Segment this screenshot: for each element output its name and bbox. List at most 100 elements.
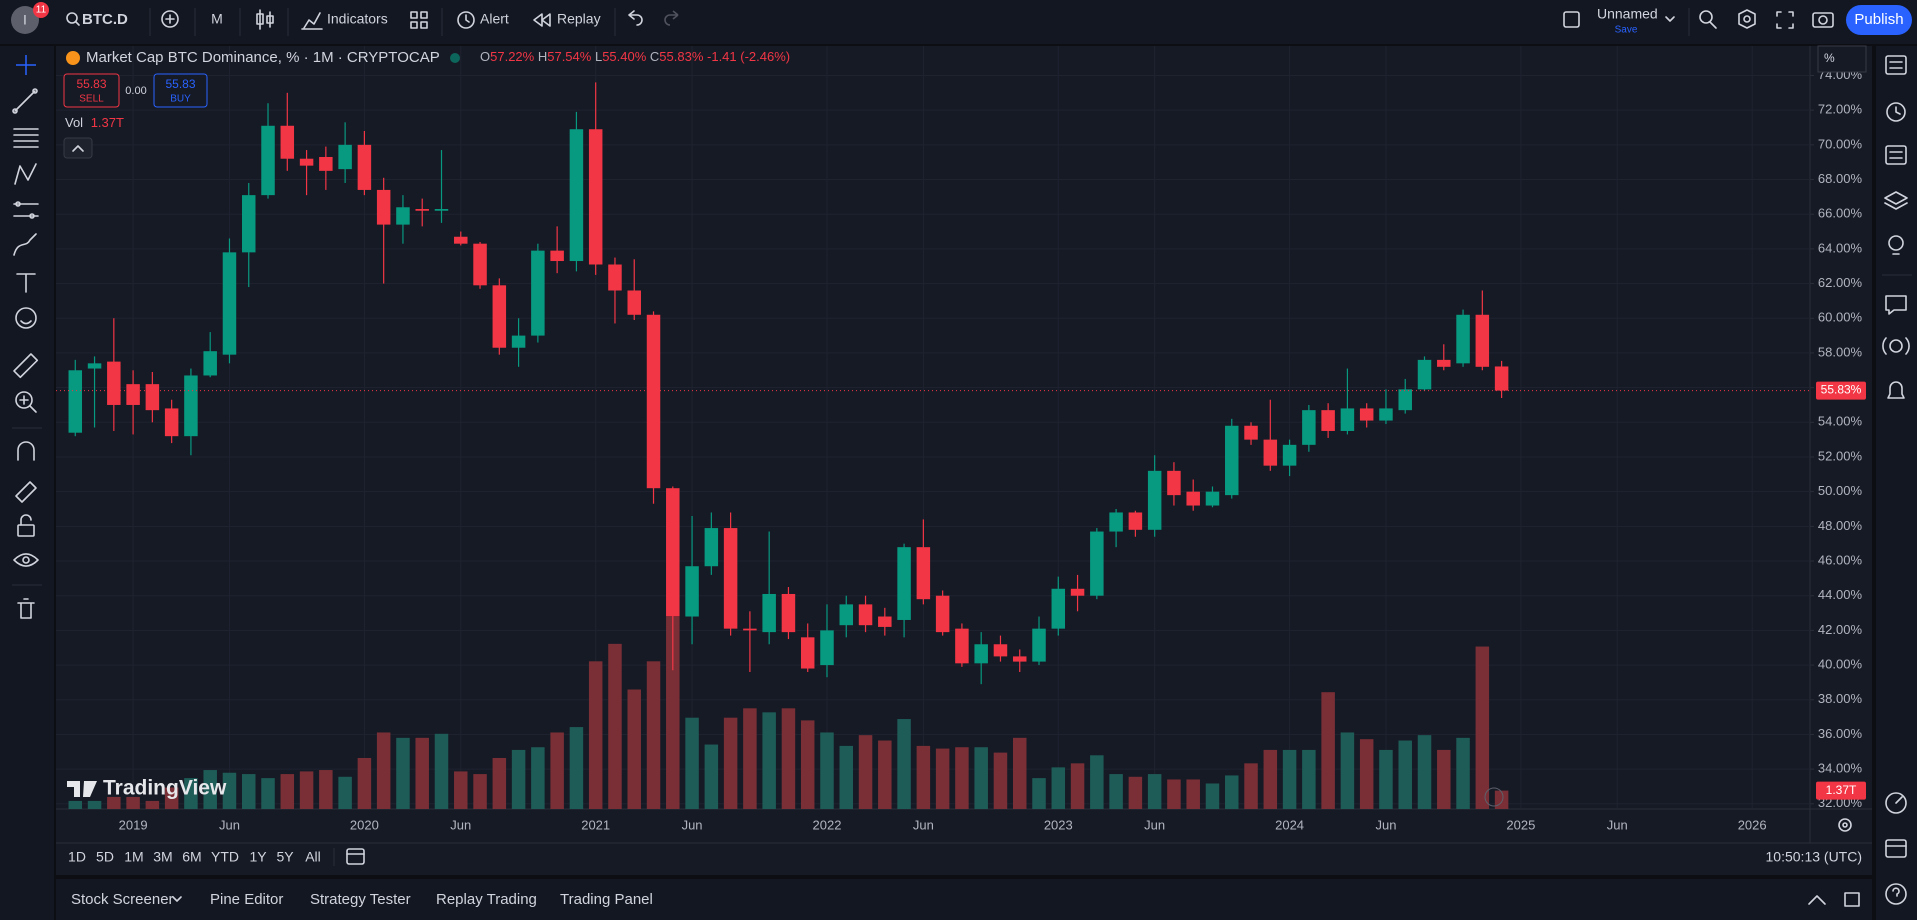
alert-button[interactable]: Alert bbox=[457, 11, 509, 29]
calendar-button[interactable] bbox=[1885, 839, 1907, 858]
bottom-tab[interactable]: Stock Screener bbox=[71, 891, 174, 908]
scale-mode-button[interactable]: % bbox=[1817, 45, 1867, 73]
volume-bar bbox=[1128, 776, 1143, 809]
sell-button[interactable]: 55.83 SELL bbox=[63, 73, 120, 108]
x-tick-label: Jun bbox=[1607, 817, 1628, 832]
volume-bar bbox=[974, 747, 988, 809]
templates-button[interactable] bbox=[410, 11, 428, 29]
volume-bar bbox=[1282, 749, 1297, 809]
replay-button[interactable]: Replay bbox=[533, 11, 601, 27]
bottom-tab[interactable]: Strategy Tester bbox=[310, 891, 411, 908]
fib-tool[interactable] bbox=[13, 128, 39, 148]
candle-body bbox=[858, 604, 873, 626]
collapse-legend-button[interactable] bbox=[63, 137, 93, 159]
candle-body bbox=[396, 207, 410, 225]
help-button[interactable] bbox=[1885, 883, 1907, 905]
layers-button[interactable] bbox=[1884, 191, 1908, 210]
range-button[interactable]: 1M bbox=[124, 849, 143, 865]
volume-bar bbox=[781, 708, 796, 809]
text-tool[interactable] bbox=[16, 273, 36, 293]
compare-button[interactable] bbox=[161, 10, 179, 28]
range-button[interactable]: 1Y bbox=[249, 849, 267, 865]
interval[interactable]: M bbox=[211, 11, 223, 27]
ohlc-key: C bbox=[650, 49, 659, 64]
watermark: TradingView bbox=[67, 777, 227, 800]
candle-body bbox=[935, 595, 950, 633]
settings-button[interactable] bbox=[1738, 9, 1756, 29]
symbol-search[interactable]: BTC.D bbox=[66, 11, 128, 28]
undo-button[interactable] bbox=[628, 10, 643, 26]
quick-search-button[interactable] bbox=[1699, 10, 1717, 29]
pattern-tool[interactable] bbox=[14, 163, 37, 185]
publish-button[interactable]: Publish bbox=[1846, 5, 1912, 35]
notifications-button[interactable] bbox=[1887, 381, 1905, 399]
range-button[interactable]: 1D bbox=[68, 849, 86, 865]
bottom-panel bbox=[56, 879, 1872, 920]
range-button[interactable]: 5Y bbox=[276, 849, 294, 865]
screener-chevron[interactable] bbox=[172, 896, 182, 902]
clock[interactable]: 10:50:13 (UTC) bbox=[1766, 849, 1862, 865]
candle-body bbox=[1475, 314, 1490, 367]
bottom-tab[interactable]: Trading Panel bbox=[560, 891, 653, 908]
remove-tool[interactable] bbox=[17, 598, 35, 619]
date-range-button[interactable] bbox=[346, 848, 365, 865]
range-button[interactable]: 6M bbox=[182, 849, 201, 865]
candle-body bbox=[916, 547, 931, 600]
candle-body bbox=[376, 189, 391, 225]
range-button[interactable]: 5D bbox=[96, 849, 114, 865]
volume-bar bbox=[531, 747, 545, 809]
indicators-button[interactable]: Indicators bbox=[301, 11, 388, 30]
lock-drawing-tool[interactable] bbox=[15, 481, 37, 503]
maximize-panel-button[interactable] bbox=[1844, 892, 1860, 907]
layout-button[interactable]: Unnamed Save bbox=[1563, 6, 1675, 36]
volume-bar bbox=[916, 745, 931, 809]
streams-button[interactable] bbox=[1882, 337, 1910, 355]
volume-bar bbox=[723, 717, 738, 809]
trend-line-tool[interactable] bbox=[12, 88, 38, 114]
chat-button[interactable] bbox=[1885, 295, 1907, 315]
buy-button[interactable]: 55.83 BUY bbox=[153, 73, 208, 108]
candle-body bbox=[1225, 425, 1239, 496]
bottom-tab[interactable]: Replay Trading bbox=[436, 891, 537, 908]
candle-body bbox=[839, 604, 854, 626]
details-button[interactable] bbox=[1885, 145, 1907, 165]
left-toolbar bbox=[0, 46, 54, 920]
range-button[interactable]: YTD bbox=[211, 849, 239, 865]
ideas-button[interactable] bbox=[1888, 235, 1904, 255]
y-tick-label: 38.00% bbox=[1818, 691, 1863, 706]
volume-bar bbox=[1340, 732, 1355, 809]
series-legend: Market Cap BTC Dominance, % · 1M · CRYPT… bbox=[86, 49, 440, 66]
lock-tool[interactable] bbox=[17, 514, 35, 537]
volume-legend-value: 1.37T bbox=[91, 115, 124, 130]
axes: 32.00%34.00%36.00%38.00%40.00%42.00%44.0… bbox=[119, 67, 1866, 832]
change: -1.41 (-2.46%) bbox=[707, 49, 790, 64]
y-tick-label: 68.00% bbox=[1818, 171, 1863, 186]
emoji-tool[interactable] bbox=[15, 307, 37, 329]
crosshair-tool[interactable] bbox=[16, 55, 36, 75]
brush-tool[interactable] bbox=[13, 233, 37, 256]
magnet-tool[interactable] bbox=[17, 441, 35, 461]
dom-button[interactable] bbox=[1885, 792, 1907, 814]
ruler-tool[interactable] bbox=[13, 353, 39, 379]
avatar-button[interactable]: I 11 bbox=[11, 2, 49, 34]
volume-bar bbox=[800, 720, 815, 809]
volume-bar bbox=[550, 732, 564, 809]
range-button[interactable]: 3M bbox=[153, 849, 172, 865]
chart-settings-button[interactable] bbox=[1838, 818, 1852, 832]
candle-body bbox=[531, 250, 545, 336]
snapshot-button[interactable] bbox=[1812, 12, 1834, 28]
alerts-button[interactable] bbox=[1886, 102, 1906, 122]
chart-type-button[interactable] bbox=[256, 9, 274, 30]
visibility-tool[interactable] bbox=[13, 553, 39, 567]
zoom-tool[interactable] bbox=[15, 391, 37, 413]
collapse-panel-button[interactable] bbox=[1808, 895, 1826, 905]
redo-button[interactable] bbox=[664, 10, 679, 26]
candle-body bbox=[1437, 359, 1451, 367]
fullscreen-button[interactable] bbox=[1776, 11, 1794, 29]
prediction-tool[interactable] bbox=[13, 201, 39, 219]
range-button[interactable]: All bbox=[305, 849, 321, 865]
bottom-tab[interactable]: Pine Editor bbox=[210, 891, 283, 908]
volume-bar bbox=[338, 776, 352, 809]
watchlist-button[interactable] bbox=[1885, 55, 1907, 75]
